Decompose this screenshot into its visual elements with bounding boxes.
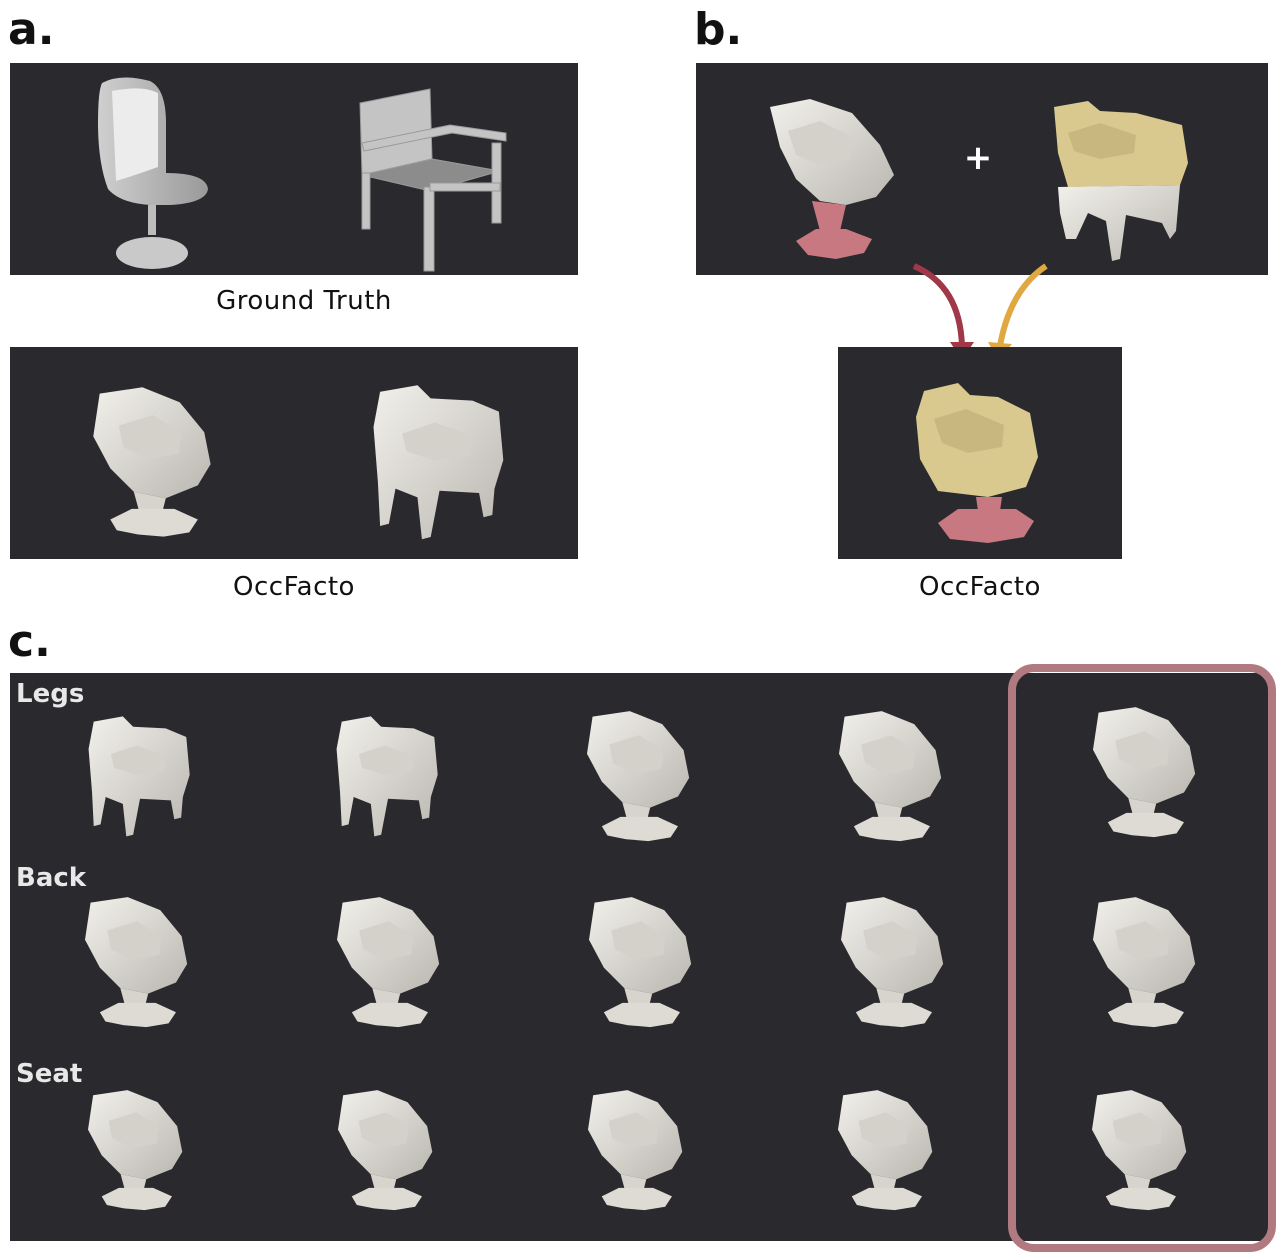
combined-result-panel bbox=[838, 347, 1122, 559]
ground-truth-caption: Ground Truth bbox=[216, 286, 392, 316]
combined-chair bbox=[916, 383, 1038, 543]
highlighted-column-box bbox=[1008, 664, 1276, 1252]
panel-b-label: b. bbox=[694, 4, 743, 55]
plus-symbol: + bbox=[964, 138, 993, 178]
ground-truth-frame-chair bbox=[359, 88, 507, 272]
occfacto-caption-a: OccFacto bbox=[233, 572, 355, 602]
ground-truth-egg-chair bbox=[98, 77, 208, 269]
occfacto-reconstruction-render bbox=[93, 385, 504, 540]
panel-a-label: a. bbox=[8, 4, 55, 55]
part-variation-grid: Legs Back Seat bbox=[10, 673, 1268, 1241]
part-combination-panel: + bbox=[696, 63, 1268, 275]
ground-truth-render bbox=[98, 77, 507, 272]
ground-truth-panel bbox=[10, 63, 578, 275]
occfacto-caption-b: OccFacto bbox=[919, 572, 1041, 602]
source-chair-with-yellow-top bbox=[1054, 101, 1188, 261]
red-arrow bbox=[912, 263, 965, 347]
panel-c-label: c. bbox=[8, 616, 51, 667]
source-chair-with-red-base bbox=[770, 99, 894, 259]
combined-result-render bbox=[916, 383, 1038, 543]
row-label-seat: Seat bbox=[16, 1059, 83, 1089]
row-label-legs: Legs bbox=[16, 679, 85, 709]
yellow-arrow bbox=[997, 263, 1048, 347]
occfacto-reconstruction-panel bbox=[10, 347, 578, 559]
row-label-back: Back bbox=[16, 863, 87, 893]
part-combination-render: + bbox=[770, 99, 1188, 261]
